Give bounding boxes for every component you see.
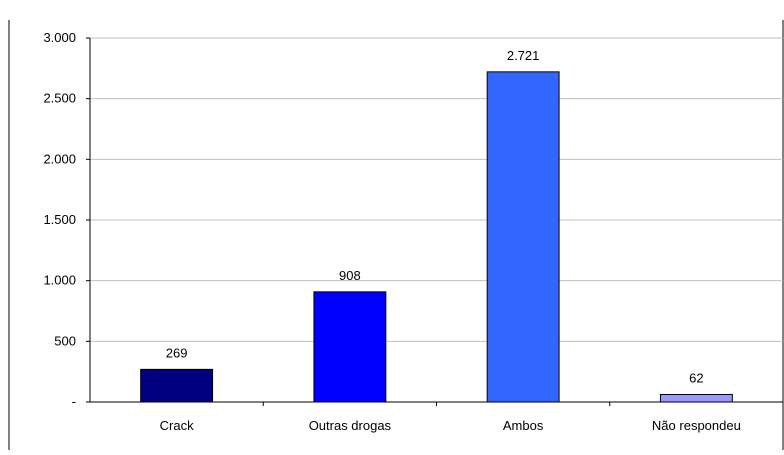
- x-tick-label: Ambos: [503, 418, 544, 433]
- y-tick-label: 2.000: [43, 151, 76, 166]
- data-label: 269: [166, 345, 188, 360]
- y-tick-label: 1.000: [43, 273, 76, 288]
- data-label: 908: [339, 268, 361, 283]
- data-label: 62: [689, 370, 703, 385]
- x-tick-label: Crack: [160, 418, 194, 433]
- bar-outras-drogas: [313, 291, 387, 403]
- bar-não-respondeu: [659, 393, 733, 403]
- y-tick-label: -: [72, 394, 76, 409]
- data-label: 2.721: [507, 48, 540, 63]
- y-tick-label: 2.500: [43, 91, 76, 106]
- x-tick-label: Não respondeu: [652, 418, 741, 433]
- y-tick-label: 3.000: [43, 30, 76, 45]
- y-tick-label: 1.500: [43, 212, 76, 227]
- bar-ambos: [486, 71, 560, 403]
- x-tick-label: Outras drogas: [309, 418, 392, 433]
- bar-crack: [140, 368, 214, 403]
- y-tick-label: 500: [54, 333, 76, 348]
